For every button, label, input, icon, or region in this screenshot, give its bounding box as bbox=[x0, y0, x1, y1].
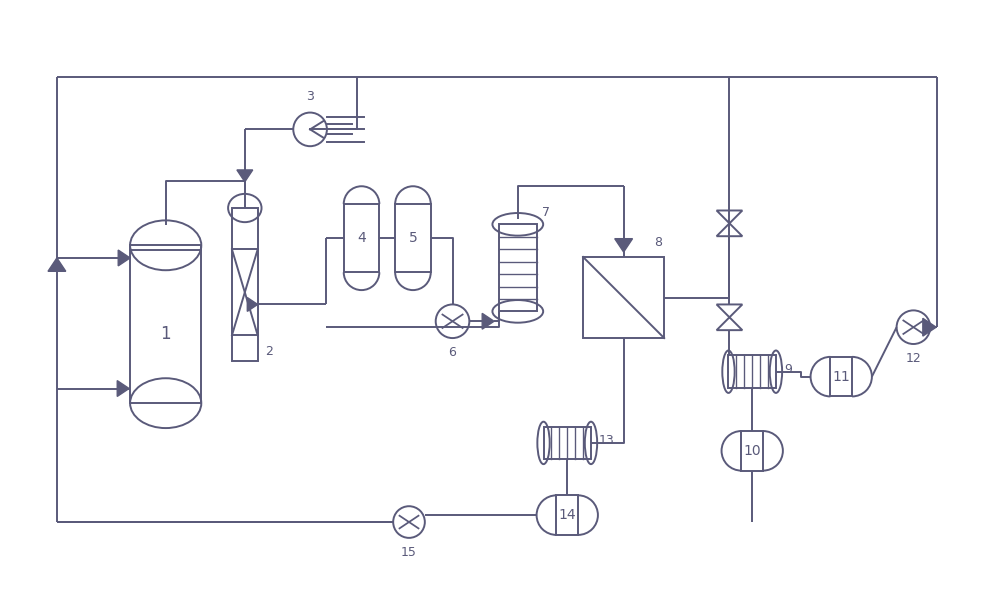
Text: 3: 3 bbox=[306, 90, 314, 102]
Bar bbox=[395, 204, 431, 273]
Text: 12: 12 bbox=[906, 352, 921, 365]
Bar bbox=[344, 204, 379, 273]
Polygon shape bbox=[615, 238, 633, 252]
Bar bbox=[741, 431, 763, 471]
Polygon shape bbox=[482, 313, 494, 329]
Text: 6: 6 bbox=[449, 346, 456, 359]
Polygon shape bbox=[923, 318, 936, 336]
Bar bbox=[583, 257, 664, 338]
Text: 8: 8 bbox=[654, 236, 662, 249]
Text: 7: 7 bbox=[542, 207, 550, 219]
Bar bbox=[130, 246, 201, 403]
Bar bbox=[830, 357, 852, 397]
Text: 1: 1 bbox=[160, 325, 171, 343]
Text: 11: 11 bbox=[832, 370, 850, 383]
Bar bbox=[728, 355, 776, 388]
Text: 10: 10 bbox=[743, 444, 761, 458]
Polygon shape bbox=[247, 298, 258, 311]
Bar bbox=[556, 495, 578, 535]
Polygon shape bbox=[118, 250, 130, 266]
Polygon shape bbox=[117, 380, 129, 397]
Text: 9: 9 bbox=[784, 363, 792, 376]
Polygon shape bbox=[237, 170, 253, 182]
Text: 5: 5 bbox=[409, 231, 417, 245]
Bar bbox=[499, 225, 537, 311]
Bar bbox=[544, 426, 591, 459]
Text: 2: 2 bbox=[266, 345, 273, 358]
Text: 15: 15 bbox=[401, 546, 417, 559]
Polygon shape bbox=[48, 258, 66, 271]
Text: 14: 14 bbox=[558, 508, 576, 522]
Bar bbox=[232, 208, 258, 361]
Text: 13: 13 bbox=[599, 434, 615, 447]
Text: 4: 4 bbox=[357, 231, 366, 245]
